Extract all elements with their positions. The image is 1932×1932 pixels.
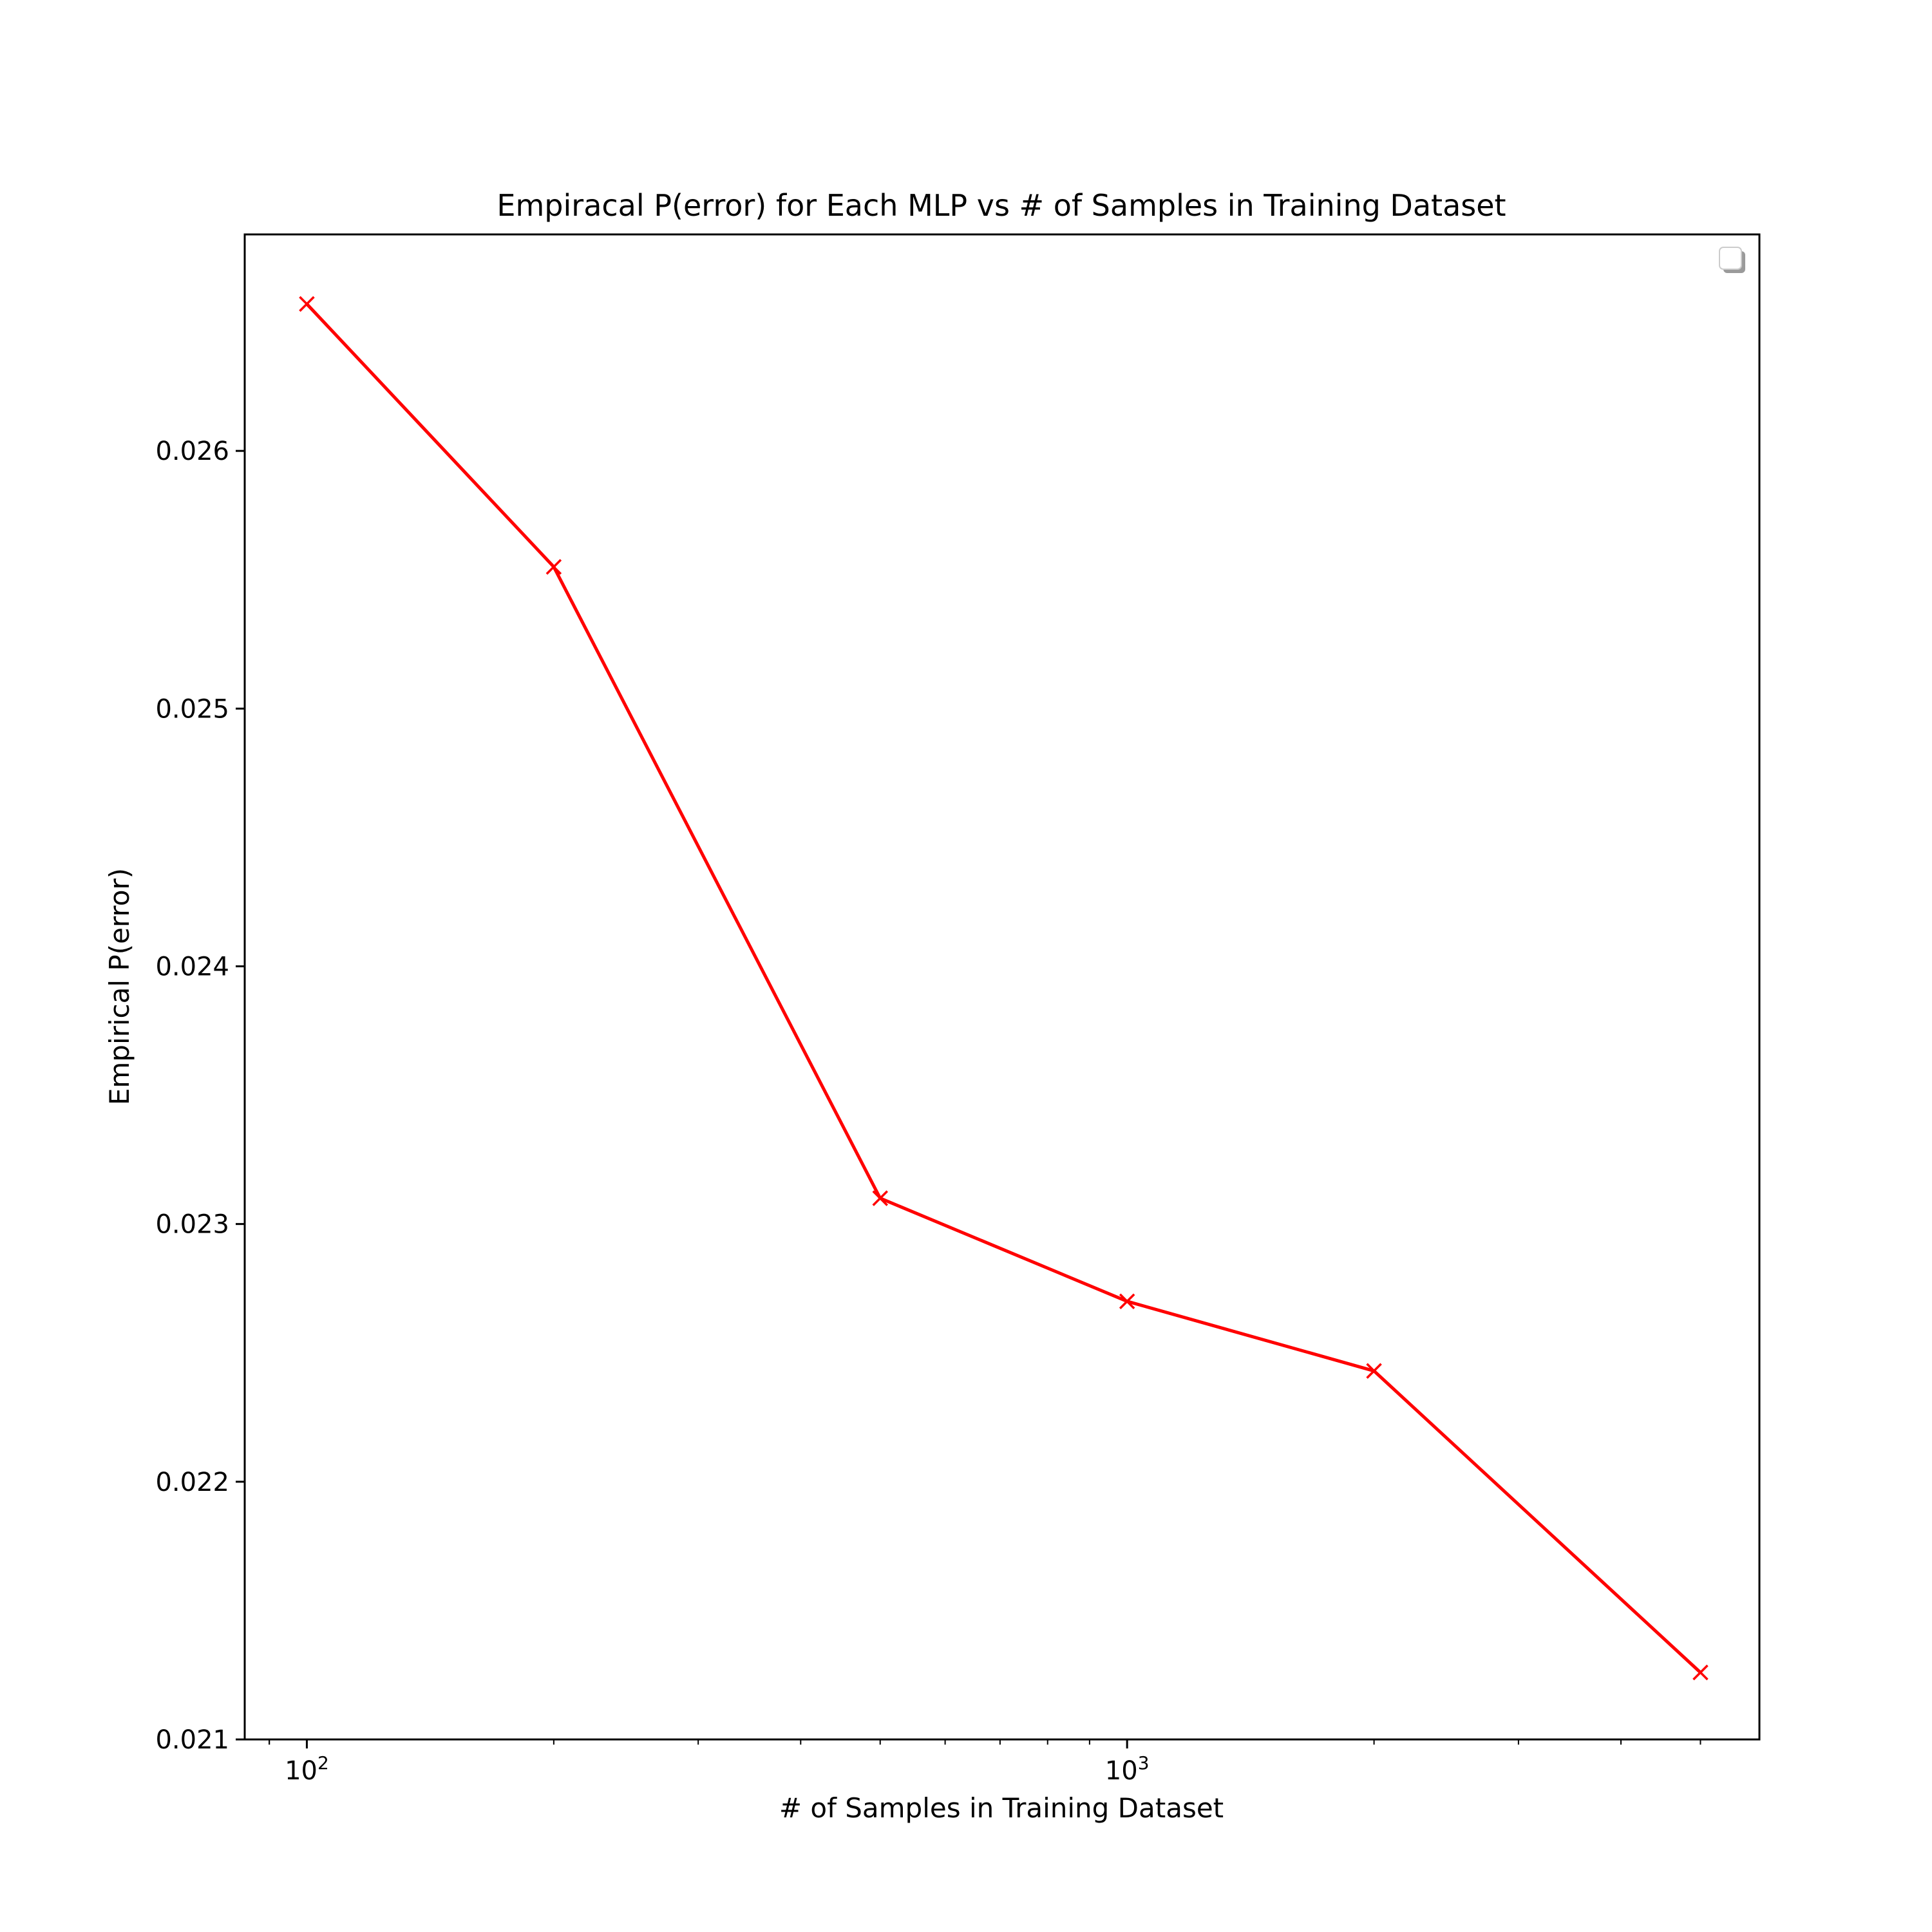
y-tick-label: 0.023 [155, 1210, 229, 1240]
marker-stroke [872, 1190, 888, 1206]
data-point-marker [1119, 1293, 1135, 1309]
x-tick-label-base: 10 [285, 1756, 317, 1786]
x-axis-minor-ticks [269, 1739, 1701, 1745]
data-point-marker [1366, 1363, 1382, 1379]
data-point-marker [299, 296, 315, 312]
y-axis-ticks: 0.021 0.022 0.023 0.024 0.025 0.026 [155, 437, 245, 1755]
marker-stroke [1366, 1363, 1382, 1379]
series-line [305, 303, 1702, 1674]
data-point-marker [872, 1190, 888, 1206]
x-tick-label-exponent: 2 [317, 1752, 329, 1774]
y-axis-label: Empirical P(error) [104, 868, 135, 1105]
x-tick-label: 103 [1105, 1752, 1150, 1786]
data-point-marker [1692, 1664, 1709, 1681]
y-tick-label: 0.024 [155, 952, 229, 981]
chart-title: Empiracal P(error) for Each MLP vs # of … [497, 188, 1506, 223]
data-point-marker [545, 558, 562, 575]
series-layer [299, 296, 1709, 1681]
marker-stroke [1119, 1293, 1135, 1309]
plot-area-frame [243, 233, 1761, 1741]
x-tick-label-base: 10 [1105, 1756, 1138, 1786]
x-tick-label: 102 [285, 1752, 329, 1786]
legend-frame [1719, 247, 1742, 270]
y-tick-label: 0.025 [155, 694, 229, 724]
marker-stroke [1692, 1664, 1709, 1681]
x-axis-ticks: 102 103 [285, 1739, 1150, 1786]
x-axis-label: # of Samples in Training Dataset [779, 1792, 1224, 1824]
legend-box [1719, 247, 1745, 273]
x-tick-label-exponent: 3 [1138, 1752, 1150, 1774]
y-tick-label: 0.026 [155, 437, 229, 466]
marker-stroke [299, 296, 315, 312]
y-tick-label: 0.021 [155, 1725, 229, 1755]
y-tick-label: 0.022 [155, 1468, 229, 1497]
marker-stroke [545, 558, 562, 575]
